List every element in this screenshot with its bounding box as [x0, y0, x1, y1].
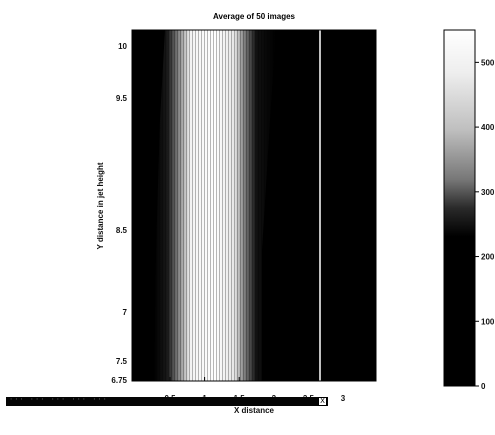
y-axis: 10 9.5 8.5 7 7.5 6.75 [111, 42, 136, 385]
colorbar-tick-label: 300 [481, 188, 495, 197]
plot-area [132, 30, 376, 381]
y-tick-label: 6.75 [111, 376, 127, 385]
colorbar-tick-label: 100 [481, 317, 495, 326]
status-text: ··· ··· ··· ··· ··· [9, 397, 108, 404]
colorbar-ticks: 0 100 200 300 400 500 [475, 58, 495, 391]
colorbar-tick-label: 400 [481, 123, 495, 132]
colorbar-tick-label: 0 [481, 382, 486, 391]
jet-streak-texture [154, 30, 276, 381]
close-button[interactable]: X [318, 397, 327, 406]
y-tick-label: 9.5 [116, 94, 128, 103]
colorbar [443, 29, 476, 387]
y-tick-label: 8.5 [116, 226, 128, 235]
x-axis-label: X distance [234, 406, 275, 415]
y-tick-label: 7.5 [116, 357, 128, 366]
plot-frame [131, 29, 377, 382]
y-axis-label: Y distance in jet height [96, 162, 105, 249]
x-tick-label: 3 [341, 394, 346, 403]
colorbar-tick-label: 200 [481, 253, 495, 262]
colorbar-tick-label: 500 [481, 58, 495, 67]
chart-title: Average of 50 images [213, 12, 296, 21]
status-bar: ··· ··· ··· ··· ··· [6, 397, 328, 406]
y-tick-label: 10 [118, 42, 127, 51]
y-tick-label: 7 [123, 308, 128, 317]
